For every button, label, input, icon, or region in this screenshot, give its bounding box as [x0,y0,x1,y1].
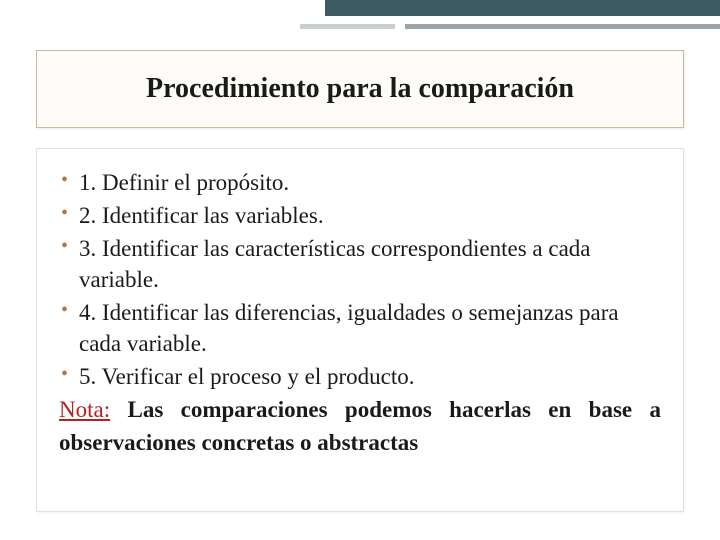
accent-bar-light-left [300,24,395,29]
list-item: 5. Verificar el proceso y el producto. [59,361,661,392]
list-item: 1. Definir el propósito. [59,167,661,198]
note-body: Las comparaciones podemos hacerlas en ba… [59,397,661,454]
bullet-list: 1. Definir el propósito. 2. Identificar … [59,167,661,392]
list-item: 2. Identificar las variables. [59,200,661,231]
slide-title: Procedimiento para la comparación [146,73,574,105]
accent-bar-dark [325,0,720,16]
top-accent-bars [0,0,720,38]
list-item: 3. Identificar las características corre… [59,233,661,295]
accent-bar-light-right [405,24,720,29]
list-item: 4. Identificar las diferencias, igualdad… [59,297,661,359]
note-paragraph: Nota: Las comparaciones podemos hacerlas… [59,394,661,458]
title-box: Procedimiento para la comparación [36,50,684,128]
note-label: Nota: [59,397,110,422]
content-box: 1. Definir el propósito. 2. Identificar … [36,148,684,512]
